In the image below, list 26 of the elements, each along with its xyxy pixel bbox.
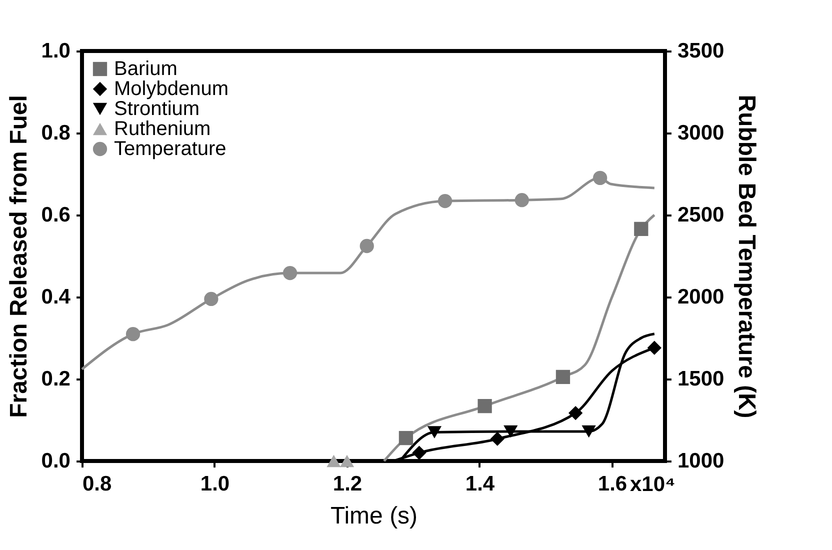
legend-label: Temperature xyxy=(114,138,226,160)
legend-label: Molybdenum xyxy=(114,78,229,100)
legend-label: Ruthenium xyxy=(114,118,211,140)
x-tick-label: 1.2 xyxy=(332,472,362,496)
y2-tick-label: 3500 xyxy=(678,40,724,62)
y-tick-label: 0.6 xyxy=(41,204,70,226)
legend-label: Strontium xyxy=(114,98,200,120)
x-tick-label: 1.6 xyxy=(598,472,628,496)
y-tick-label: 0.0 xyxy=(41,450,70,472)
y2-tick-label: 1000 xyxy=(678,450,724,472)
y-tick-label: 1.0 xyxy=(41,40,70,62)
y-tick-label: 0.8 xyxy=(41,122,71,144)
y2-tick-label: 2500 xyxy=(678,204,724,226)
y2-tick-label: 3000 xyxy=(678,122,724,144)
x-axis-title: Time (s) xyxy=(330,502,418,530)
y-axis-title: Fraction Released from Fuel xyxy=(5,95,32,418)
legend-label: Barium xyxy=(114,58,178,80)
x-tick-label: 0.8 xyxy=(82,472,112,496)
y2-tick-label: 1500 xyxy=(678,368,724,390)
y-tick-label: 0.2 xyxy=(41,368,70,390)
text: x10⁴ xyxy=(630,473,676,496)
y2-tick-label: 2000 xyxy=(678,286,724,308)
x-tick-label: 1.4 xyxy=(465,472,495,496)
y2-axis-title: Rubble Bed Temperature (K) xyxy=(733,94,760,418)
y-tick-label: 0.4 xyxy=(41,286,71,308)
x-tick-label: 1.0 xyxy=(200,472,230,496)
